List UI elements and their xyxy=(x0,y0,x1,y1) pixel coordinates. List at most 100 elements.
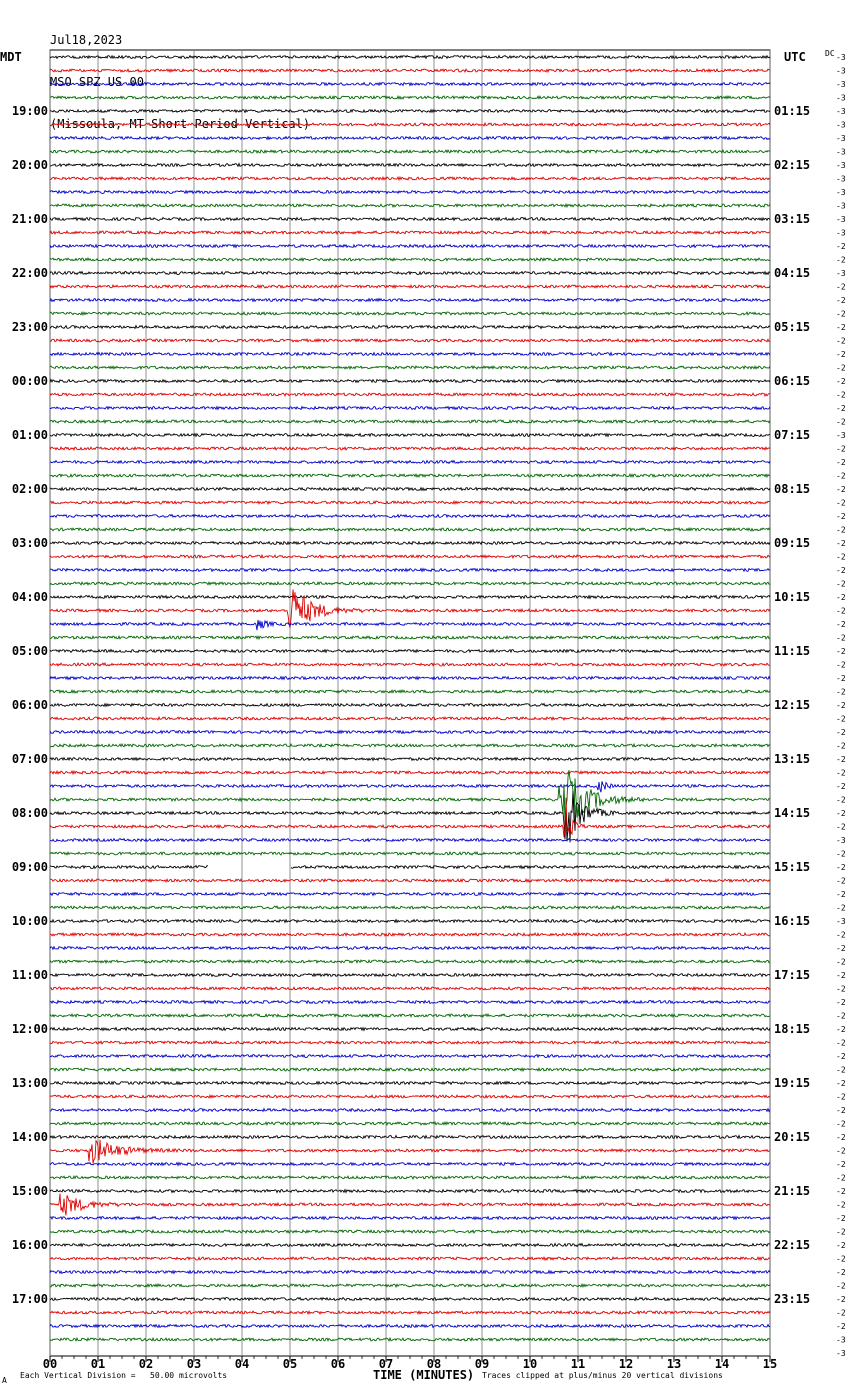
seismic-trace xyxy=(49,715,771,722)
seismic-trace xyxy=(49,432,770,438)
seismic-trace xyxy=(49,1066,771,1073)
dc-offset-label: -3 xyxy=(836,215,846,224)
dc-offset-label: -2 xyxy=(836,742,846,751)
dc-offset-label: -2 xyxy=(836,647,846,656)
x-tick-label: 01 xyxy=(91,1357,105,1371)
x-tick-label: 03 xyxy=(187,1357,201,1371)
x-tick-label: 04 xyxy=(235,1357,249,1371)
seismic-trace xyxy=(49,864,771,870)
seismic-trace xyxy=(49,1229,771,1235)
seismic-trace xyxy=(49,594,771,600)
clip-note: Traces clipped at plus/minus 20 vertical… xyxy=(482,1371,723,1380)
trace-group xyxy=(49,54,771,1343)
dc-offset-label: -2 xyxy=(836,755,846,764)
dc-offset-label: -2 xyxy=(836,809,846,818)
seismic-trace xyxy=(49,1026,771,1032)
dc-offset-label: -2 xyxy=(836,1012,846,1021)
seismic-trace xyxy=(49,162,771,168)
seismic-trace xyxy=(49,702,771,708)
dc-offset-label: -2 xyxy=(836,472,846,481)
seismic-trace xyxy=(49,1282,771,1289)
right-hour-label: 20:15 xyxy=(774,1130,810,1144)
dc-offset-label: -2 xyxy=(836,1160,846,1169)
dc-offset-label: -2 xyxy=(836,526,846,535)
dc-offset-label: -3 xyxy=(836,148,846,157)
dc-offset-label: -2 xyxy=(836,485,846,494)
seismic-trace xyxy=(49,486,771,492)
dc-offset-label: -2 xyxy=(836,877,846,886)
seismic-trace xyxy=(49,67,771,74)
seismic-trace xyxy=(49,337,771,343)
seismic-trace xyxy=(49,1242,771,1248)
seismic-trace xyxy=(49,945,771,951)
dc-offset-label: -2 xyxy=(836,1241,846,1250)
right-hour-label: 08:15 xyxy=(774,482,810,496)
seismic-trace xyxy=(49,1161,771,1167)
seismic-trace xyxy=(49,270,771,276)
station-code: MSO SPZ US 00 xyxy=(50,75,144,89)
seismic-trace xyxy=(49,619,771,631)
seismic-trace xyxy=(49,419,771,425)
seismic-trace xyxy=(49,1012,771,1019)
seismic-trace xyxy=(49,797,771,838)
seismic-trace xyxy=(49,472,771,479)
dc-offset-label: -2 xyxy=(836,1295,846,1304)
left-hour-label: 12:00 xyxy=(12,1022,48,1036)
seismic-trace xyxy=(49,135,771,141)
left-hour-label: 08:00 xyxy=(12,806,48,820)
scale-note: Each Vertical Division = 50.00 microvolt… xyxy=(20,1371,228,1380)
x-tick-label: 07 xyxy=(379,1357,393,1371)
x-tick-label: 09 xyxy=(475,1357,489,1371)
x-tick-label: 14 xyxy=(715,1357,729,1371)
seismic-trace xyxy=(49,985,771,992)
dc-offset-label: -3 xyxy=(836,269,846,278)
dc-offset-label: -2 xyxy=(836,1052,846,1061)
seismic-trace xyxy=(49,1080,771,1086)
seismic-trace xyxy=(49,648,771,654)
label-group: 00 01 02 03 04 05 06 07 08 09 10 11 12 13 14 15 19:00 20:… xyxy=(12,53,846,1371)
dc-offset-label: -2 xyxy=(836,661,846,670)
right-hour-label: 14:15 xyxy=(774,806,810,820)
dc-offset-label: -2 xyxy=(836,701,846,710)
dc-offset-label: -2 xyxy=(836,1066,846,1075)
dc-offset-label: -2 xyxy=(836,377,846,386)
right-hour-label: 07:15 xyxy=(774,428,810,442)
dc-offset-label: -3 xyxy=(836,431,846,440)
right-hour-label: 18:15 xyxy=(774,1022,810,1036)
seismic-trace xyxy=(49,364,771,371)
seismic-trace xyxy=(49,851,771,856)
left-hour-label: 13:00 xyxy=(12,1076,48,1090)
seismic-trace xyxy=(49,175,771,182)
left-hour-label: 02:00 xyxy=(12,482,48,496)
right-hour-label: 22:15 xyxy=(774,1238,810,1252)
dc-offset-label: -3 xyxy=(836,1349,846,1358)
dc-offset-label: -3 xyxy=(836,161,846,170)
x-tick-label: 00 xyxy=(43,1357,57,1371)
dc-offset-label: -3 xyxy=(836,67,846,76)
dc-offset-label: -3 xyxy=(836,121,846,130)
left-hour-label: 11:00 xyxy=(12,968,48,982)
dc-offset-label: -2 xyxy=(836,890,846,899)
seismic-trace xyxy=(49,675,771,681)
seismic-trace xyxy=(49,189,771,195)
left-hour-label: 03:00 xyxy=(12,536,48,550)
left-hour-label: 06:00 xyxy=(12,698,48,712)
left-timezone-label: MDT xyxy=(0,50,22,64)
dc-offset-label: -2 xyxy=(836,607,846,616)
dc-offset-label: -2 xyxy=(836,1120,846,1129)
dc-offset-label: -2 xyxy=(836,580,846,589)
dc-offset-label: -2 xyxy=(836,769,846,778)
dc-offset-label: -2 xyxy=(836,985,846,994)
seismic-trace xyxy=(49,918,771,924)
dc-offset-label: -2 xyxy=(836,310,846,319)
left-hour-label: 01:00 xyxy=(12,428,48,442)
dc-offset-label: -2 xyxy=(836,1309,846,1318)
dc-offset-label: -2 xyxy=(836,1025,846,1034)
right-hour-label: 04:15 xyxy=(774,266,810,280)
seismic-trace xyxy=(49,1107,771,1113)
dc-offset-label: -2 xyxy=(836,1079,846,1088)
seismic-trace xyxy=(49,756,771,762)
dc-offset-label: -2 xyxy=(836,539,846,548)
dc-offset-label: -2 xyxy=(836,512,846,521)
right-hour-label: 05:15 xyxy=(774,320,810,334)
